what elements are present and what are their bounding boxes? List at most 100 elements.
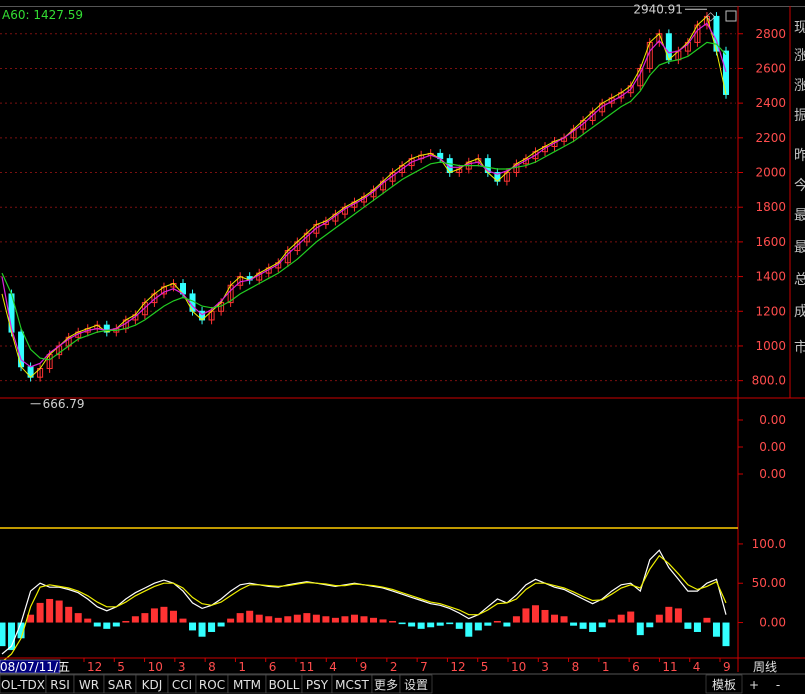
- right-panel-label: 市: [794, 339, 805, 356]
- osc-histogram-bar: [65, 606, 73, 623]
- osc-histogram-bar: [284, 616, 292, 623]
- osc-histogram-bar: [84, 618, 92, 623]
- osc-histogram-bar: [551, 614, 559, 623]
- osc-histogram-bar: [189, 622, 197, 631]
- tab-label: MTM: [233, 678, 261, 692]
- osc-histogram-bar: [665, 606, 673, 623]
- osc-histogram-bar: [169, 610, 177, 623]
- price-close-line: [1, 15, 727, 378]
- osc-histogram-bar: [150, 608, 158, 623]
- template-button[interactable]: 模板: [705, 674, 743, 694]
- osc-slow-line: [1, 554, 727, 663]
- minus-icon: -: [776, 678, 780, 692]
- osc-histogram-bar: [46, 598, 54, 623]
- osc-histogram-bar: [8, 622, 16, 651]
- price-tick-label: 1200: [755, 304, 786, 318]
- x-tick-label: 7: [420, 660, 428, 674]
- indicator-tab-wr[interactable]: WR: [73, 674, 105, 694]
- osc-histogram-bar: [303, 613, 311, 623]
- osc-histogram-bar: [360, 616, 368, 623]
- osc-histogram-bar: [541, 609, 549, 623]
- indicator-tab-设置[interactable]: 设置: [399, 674, 433, 694]
- tab-bg: [399, 674, 433, 694]
- high-annotation: 2940.91: [633, 2, 683, 16]
- x-tick-label: 4: [693, 660, 701, 674]
- osc-histogram-bar: [417, 622, 425, 629]
- osc-tick-label: 100.0: [752, 537, 786, 551]
- right-panel-label: 涨: [794, 78, 805, 94]
- indicator-tab-sar[interactable]: SAR: [103, 674, 137, 694]
- x-tick-label: 8: [208, 660, 216, 674]
- right-panel-label: 现: [794, 20, 805, 36]
- osc-histogram-bar: [103, 622, 111, 629]
- x-tick-label: 10: [148, 660, 163, 674]
- right-panel-label: 最: [794, 240, 805, 256]
- indicator-tab-ol-tdx[interactable]: OL-TDX: [0, 674, 47, 694]
- x-tick-label: 4: [329, 660, 337, 674]
- x-tick-label: 12: [450, 660, 465, 674]
- osc-histogram-bar: [265, 616, 273, 623]
- osc-histogram-bar: [627, 611, 635, 623]
- x-tick-label: 6: [632, 660, 640, 674]
- price-panel: 2940.91 666.79 A60: 1427.59 ◇: [1, 2, 737, 411]
- osc-histogram-bar: [293, 614, 301, 623]
- price-tick-label: 2800: [755, 27, 786, 41]
- osc-histogram-bar: [427, 622, 435, 628]
- indicator-tab-roc[interactable]: ROC: [195, 674, 229, 694]
- indicator-tab-cci[interactable]: CCI: [167, 674, 197, 694]
- x-tick-label: 3: [178, 660, 186, 674]
- price-grid: [0, 33, 736, 382]
- tab-label: CCI: [172, 678, 192, 692]
- tab-label: 更多: [374, 678, 398, 692]
- osc-histogram-bar: [655, 614, 663, 623]
- osc-histogram-bar: [198, 622, 206, 637]
- x-tick-label: 3: [541, 660, 549, 674]
- tab-label: WR: [79, 678, 99, 692]
- osc-histogram-bar: [446, 622, 454, 625]
- x-axis: 08/07/11/五 12 5 10 3 8 1 6 11 4 9 2 7 12 5 10 3 8 1 6 11 4 9 周线: [0, 658, 777, 674]
- indicator-tab-psy[interactable]: PSY: [301, 674, 333, 694]
- osc-histogram-bar: [617, 614, 625, 623]
- osc-histogram-bar: [236, 613, 244, 623]
- period-label: 周线: [753, 660, 777, 674]
- x-tick-label: 10: [511, 660, 526, 674]
- osc-histogram-bar: [560, 616, 568, 623]
- osc-histogram-bar: [246, 610, 254, 623]
- osc-histogram-bar: [703, 617, 711, 623]
- osc-histogram-bar: [598, 622, 606, 628]
- osc-histogram-bar: [255, 614, 263, 623]
- osc-histogram-bar: [522, 608, 530, 623]
- zoom-out-button[interactable]: -: [776, 678, 780, 692]
- osc-histogram-bar: [36, 602, 44, 623]
- indicator-tab-boll[interactable]: BOLL: [265, 674, 303, 694]
- oscillator-panel: [0, 549, 730, 663]
- osc-histogram-bar: [722, 622, 730, 647]
- indicator-tab-mcst[interactable]: MCST: [331, 674, 373, 694]
- osc-histogram-bar: [55, 600, 63, 623]
- osc-histogram-bar: [93, 622, 101, 627]
- x-tick-label: 5: [117, 660, 125, 674]
- osc-tick-label: 50.00: [752, 576, 786, 590]
- tab-label: BOLL: [269, 678, 300, 692]
- osc-histogram-bar: [493, 620, 501, 623]
- osc-histogram-bar: [636, 622, 644, 636]
- osc-histogram-bar: [112, 622, 120, 627]
- osc-histogram-bar: [322, 616, 330, 623]
- osc-histogram-bar: [17, 622, 25, 639]
- x-axis-date-box: [0, 659, 61, 674]
- osc-histogram-bar: [331, 617, 339, 623]
- indicator-tab-更多[interactable]: 更多: [371, 674, 401, 694]
- right-panel-label: 最: [794, 208, 805, 224]
- x-tick-label: 1: [602, 660, 610, 674]
- price-tick-label: 2400: [755, 96, 786, 110]
- zoom-in-button[interactable]: +: [749, 678, 759, 692]
- indicator-tab-mtm[interactable]: MTM: [227, 674, 267, 694]
- osc-histogram-bar: [74, 613, 82, 623]
- indicator-tab-kdj[interactable]: KDJ: [135, 674, 169, 694]
- osc-histogram-bar: [398, 622, 406, 625]
- osc-histogram-bar: [608, 619, 616, 623]
- indicator-tab-rsi[interactable]: RSI: [45, 674, 75, 694]
- osc-histogram-bar: [122, 620, 130, 623]
